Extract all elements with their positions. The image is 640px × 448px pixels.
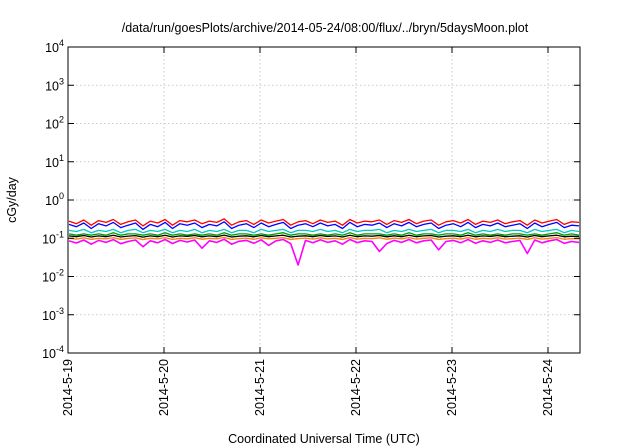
- y-tick-label: 101: [45, 153, 64, 170]
- y-axis-label: cGy/day: [5, 176, 19, 223]
- y-tick-label: 102: [45, 115, 64, 132]
- chart-title: /data/run/goesPlots/archive/2014-05-24/0…: [122, 21, 529, 35]
- series-line-2: [68, 221, 580, 231]
- series-line-5: [68, 234, 580, 238]
- x-tick-label: 2014-5-23: [445, 359, 459, 416]
- y-tick-label: 10-2: [42, 268, 64, 285]
- y-tick-label: 104: [45, 38, 64, 55]
- x-tick-label: 2014-5-20: [157, 359, 171, 416]
- x-tick-label: 2014-5-22: [349, 359, 363, 416]
- x-tick-label: 2014-5-19: [61, 359, 75, 416]
- y-tick-label: 103: [45, 76, 64, 93]
- y-tick-label: 100: [45, 191, 64, 208]
- series-group: [68, 218, 580, 266]
- x-tick-label: 2014-5-21: [253, 359, 267, 416]
- series-line-3: [68, 228, 580, 234]
- x-axis-label: Coordinated Universal Time (UTC): [228, 432, 420, 446]
- series-line-6: [68, 236, 580, 241]
- axes: 10-4 10-3 10-2 10-1 100 101 102 103 104 2014-5-19…: [42, 38, 580, 416]
- x-tick-label: 2014-5-24: [541, 359, 555, 416]
- series-line-4: [68, 232, 580, 236]
- series-line-1: [68, 218, 580, 227]
- gridlines: [67, 47, 580, 353]
- y-tick-label: 10-3: [42, 306, 64, 323]
- series-line-7: [68, 238, 580, 266]
- y-tick-label: 10-4: [42, 344, 64, 361]
- y-tick-label: 10-1: [42, 229, 64, 246]
